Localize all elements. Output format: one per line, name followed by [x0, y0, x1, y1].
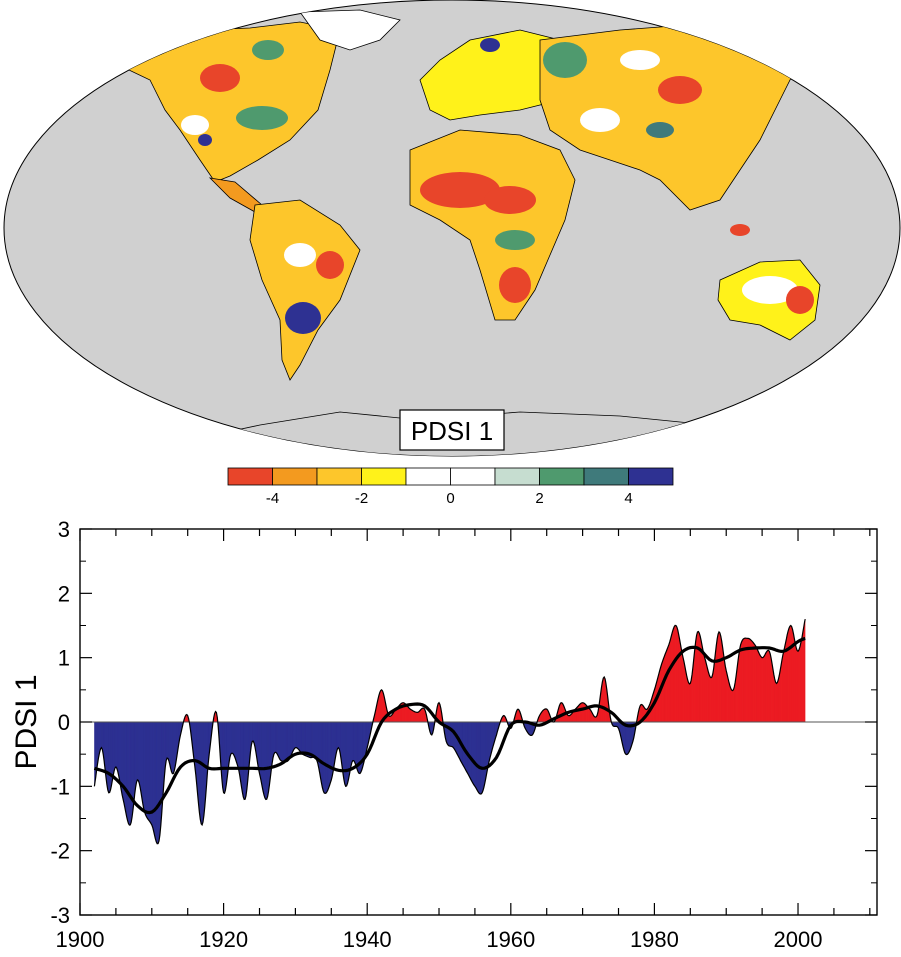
colorbar-swatch	[316, 467, 362, 486]
colorbar-tick-label: 4	[624, 490, 632, 507]
pdsi-anomaly-patches	[181, 38, 814, 334]
colorbar-tick-label: 2	[535, 490, 543, 507]
y-tick-label: -1	[50, 774, 70, 799]
negative-area	[94, 721, 637, 844]
y-tick-label: 0	[58, 710, 70, 735]
time-series-chart: 1900 1920 1940 1960 1980 2000 -3 -2 -1 0 1 2 3 PDSI …	[10, 517, 878, 952]
colorbar-swatch	[450, 467, 496, 486]
colorbar-tick-label: -2	[355, 490, 368, 507]
colorbar-swatch	[272, 467, 318, 486]
land-greenland	[299, 9, 401, 51]
positive-area	[183, 619, 806, 723]
y-tick-label: 3	[58, 517, 70, 542]
colorbar-tick-label: 0	[446, 490, 454, 507]
colorbar-swatch	[227, 467, 273, 486]
series-smoothed	[93, 636, 806, 815]
colorbar-swatch	[405, 467, 451, 486]
x-tick-label: 1900	[56, 927, 105, 952]
x-tick-label: 1920	[199, 927, 248, 952]
x-tick-label: 1960	[486, 927, 535, 952]
colorbar-swatch	[494, 467, 540, 486]
map-label: PDSI 1	[411, 416, 493, 446]
y-axis-label: PDSI 1	[10, 674, 43, 769]
y-tick-label: -2	[50, 839, 70, 864]
colorbar-swatch	[361, 467, 407, 486]
colorbar: -4 -2 0 2 4	[227, 467, 674, 507]
land-south-america	[249, 199, 361, 381]
y-tick-label: 1	[58, 646, 70, 671]
map-label-box	[399, 409, 505, 451]
colorbar-swatch	[539, 467, 585, 486]
anomaly-areas	[94, 619, 806, 844]
world-map: PDSI 1	[3, 0, 901, 457]
x-tick-label: 1980	[630, 927, 679, 952]
colorbar-swatch	[583, 467, 629, 486]
x-tick-label: 2000	[774, 927, 823, 952]
colorbar-swatch	[628, 467, 674, 486]
y-tick-label: 2	[58, 581, 70, 606]
x-tick-label: 1940	[343, 927, 392, 952]
axis-ticks: 1900 1920 1940 1960 1980 2000 -3 -2 -1 0 1 2 3	[50, 517, 877, 952]
y-tick-label: -3	[50, 903, 70, 928]
series-annual-outline	[93, 618, 806, 845]
colorbar-tick-label: -4	[266, 490, 279, 507]
